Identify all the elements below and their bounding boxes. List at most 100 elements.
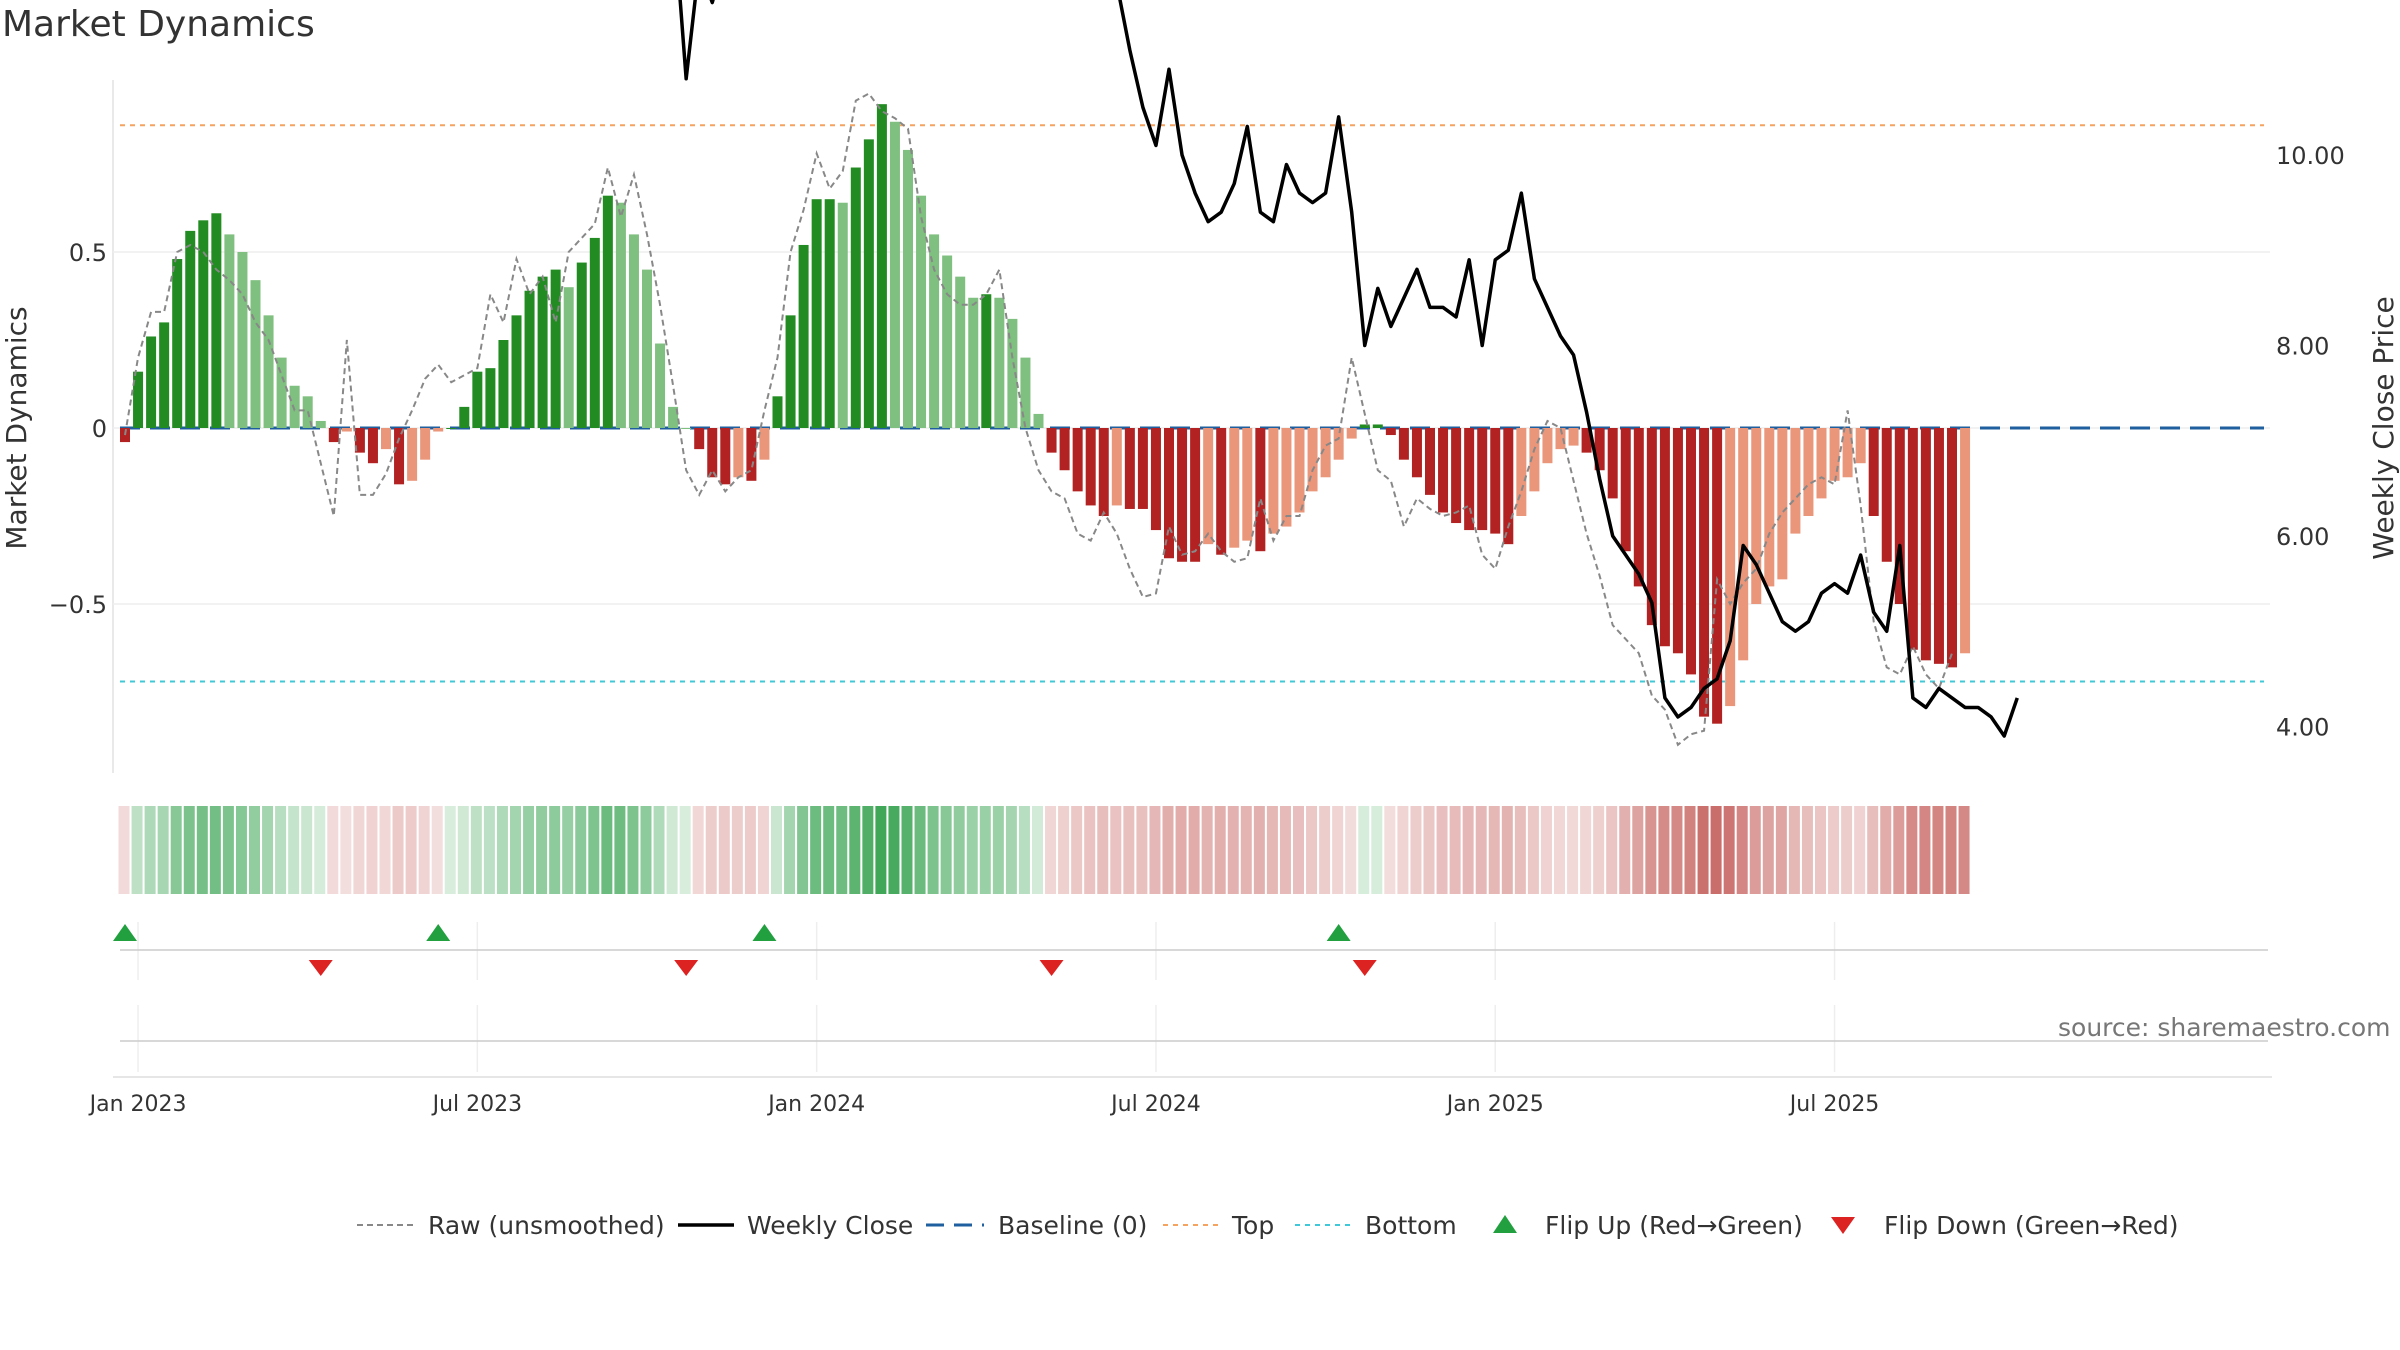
heat-cell: [1279, 806, 1291, 894]
dynamics-bar: [328, 428, 339, 443]
heat-cell: [1906, 806, 1918, 894]
dynamics-bar: [381, 428, 391, 450]
dynamics-bar: [315, 420, 326, 428]
raw-unsmoothed-line: [124, 92, 1953, 747]
dynamics-bar: [1620, 428, 1631, 552]
heat-cell: [157, 806, 169, 894]
heat-cell: [1815, 806, 1826, 894]
dynamics-bar: [1894, 428, 1905, 604]
dynamics-bar: [576, 262, 587, 428]
dynamics-bar: [1150, 428, 1161, 531]
dynamics-bar: [615, 202, 626, 428]
left-axis-title: Market Dynamics: [0, 306, 33, 549]
heat-cell: [457, 806, 469, 894]
heat-cell: [1293, 806, 1304, 894]
dynamics-bar: [1607, 428, 1618, 499]
dynamics-bar: [850, 167, 861, 428]
heat-cell: [862, 806, 874, 894]
heat-cell: [418, 806, 430, 894]
heat-cell: [1762, 806, 1774, 894]
heat-cell: [131, 806, 143, 894]
dynamics-bar: [159, 322, 170, 428]
heat-cell: [562, 806, 574, 894]
heat-cell: [1084, 806, 1096, 894]
heat-cell: [1632, 806, 1644, 894]
dynamics-bar: [916, 195, 927, 428]
dynamics-bar: [1477, 428, 1488, 531]
heat-cell: [118, 806, 130, 894]
dynamics-bar: [1816, 428, 1827, 499]
heat-cell: [249, 806, 260, 894]
heat-cell: [1919, 806, 1931, 894]
dynamics-bar: [1581, 428, 1592, 453]
heat-cell: [196, 806, 208, 894]
dynamics-bar: [1868, 428, 1879, 516]
heat-cell: [1606, 806, 1618, 894]
dynamics-bar: [1242, 428, 1253, 541]
dynamics-bar: [354, 428, 365, 453]
heat-cell: [679, 806, 691, 894]
heat-cell: [1801, 806, 1813, 894]
dynamics-bar: [367, 428, 378, 464]
legend-label: Flip Down (Green→Red): [1884, 1211, 2179, 1240]
dynamics-bar: [889, 121, 900, 428]
dynamics-bar: [1425, 428, 1435, 495]
heat-cell: [979, 806, 991, 894]
heat-cell: [379, 806, 391, 894]
legend-label: Baseline (0): [998, 1211, 1147, 1240]
heat-cell: [1162, 806, 1174, 894]
heat-cell: [1462, 806, 1474, 894]
dynamics-bar: [1881, 428, 1892, 562]
dynamics-bar: [1385, 428, 1396, 436]
heat-cell: [470, 806, 482, 894]
heat-cell: [1841, 806, 1853, 894]
heat-cell: [757, 806, 769, 894]
heat-cell: [1201, 806, 1213, 894]
heat-cell: [1018, 806, 1030, 894]
heat-cell: [170, 806, 182, 894]
heat-cell: [784, 806, 796, 894]
heat-cell: [1032, 806, 1043, 894]
dynamics-bar: [1960, 428, 1971, 654]
dynamics-bar: [1699, 428, 1710, 717]
heat-cell: [744, 806, 756, 894]
heat-cell: [1110, 806, 1122, 894]
legend: Raw (unsmoothed) Weekly Close Baseline (0)…: [357, 1211, 2179, 1240]
dynamics-bar: [746, 428, 757, 481]
dynamics-bar: [1725, 428, 1736, 707]
dynamics-bar: [1333, 428, 1344, 460]
legend-flip-down-icon: [1831, 1217, 1855, 1234]
heat-cell: [1410, 806, 1422, 894]
dynamics-bar: [602, 195, 613, 428]
dynamics-bar: [446, 428, 457, 429]
dynamics-bar: [1203, 428, 1214, 545]
dynamics-bar: [798, 244, 809, 428]
dynamics-bar: [1672, 428, 1683, 654]
dynamics-bar: [1190, 428, 1201, 562]
axis-ticks: 0.50−0.54.006.008.0010.0012.0014.0016.00…: [49, 142, 2345, 1117]
dynamics-bar: [837, 202, 848, 428]
dynamics-bar: [642, 269, 652, 428]
dynamics-bar: [668, 406, 679, 428]
heat-cell: [1723, 806, 1735, 894]
heat-cell: [1266, 806, 1278, 894]
heat-cell: [288, 806, 300, 894]
heat-cell: [1945, 806, 1957, 894]
heat-cell: [1749, 806, 1761, 894]
dynamics-bar: [420, 428, 431, 460]
heat-cell: [1319, 806, 1331, 894]
dynamics-bar: [1542, 428, 1553, 464]
flip-up-marker: [752, 924, 777, 941]
dynamics-bar: [1464, 428, 1475, 531]
dynamics-bar: [1751, 428, 1762, 604]
dynamics-bar: [1346, 428, 1357, 439]
dynamics-bar: [1659, 428, 1670, 647]
dynamics-bar: [1451, 428, 1462, 524]
flip-markers-panel: [113, 922, 2272, 1078]
heat-cell: [340, 806, 352, 894]
heat-cell: [588, 806, 600, 894]
heat-cell: [1397, 806, 1409, 894]
dynamics-bar: [185, 230, 196, 428]
heat-cell: [353, 806, 365, 894]
dynamics-bar: [981, 294, 992, 428]
